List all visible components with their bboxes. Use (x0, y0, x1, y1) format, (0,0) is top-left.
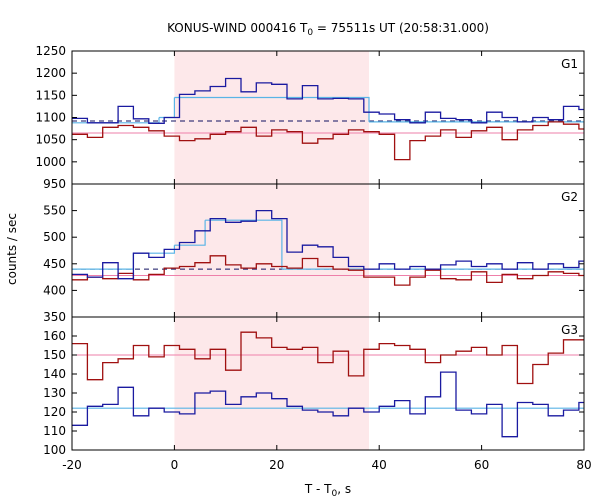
series-blue-histogram (72, 77, 584, 124)
y-tick-label: 450 (43, 257, 66, 271)
shaded-interval (174, 184, 369, 317)
series-blue-histogram (72, 209, 584, 280)
y-tick-label: 400 (43, 283, 66, 297)
y-tick-label: 550 (43, 204, 66, 218)
series-red-histogram (72, 121, 584, 161)
y-tick-label: 1200 (35, 66, 66, 80)
y-tick-label: 130 (43, 386, 66, 400)
x-axis-label: T - T0, s (304, 482, 351, 499)
chart-title: KONUS-WIND 000416 T0 = 75511s UT (20:58:… (167, 21, 489, 38)
y-tick-label: 1250 (35, 44, 66, 58)
y-tick-label: 1100 (35, 111, 66, 125)
x-tick-label: 0 (171, 458, 179, 472)
y-tick-label: 1150 (35, 88, 66, 102)
panel-label: G1 (561, 57, 578, 71)
y-tick-label: 500 (43, 230, 66, 244)
y-tick-label: 950 (43, 177, 66, 191)
panel-g1: 950 1000 1050 1100 1150 1200 1250 G1 (35, 44, 585, 191)
panel-g3: 100 110 120 130 140 150 160 G3 (43, 316, 585, 457)
panel-label: G2 (561, 190, 578, 204)
y-tick-label: 160 (43, 329, 66, 343)
fit-step (174, 96, 370, 122)
y-tick-label: 1050 (35, 133, 66, 147)
x-tick-label: -20 (62, 458, 82, 472)
shaded-interval (174, 317, 369, 450)
panel-frame (71, 316, 585, 451)
x-tick-label: 40 (372, 458, 387, 472)
fit-step (174, 220, 206, 246)
y-axis-label: counts / sec (5, 213, 19, 285)
y-tick-label: 140 (43, 367, 66, 381)
fit-step (159, 97, 175, 119)
fit-step (205, 219, 283, 270)
y-tick-label: 350 (43, 310, 66, 324)
y-tick-label: 150 (43, 348, 66, 362)
series-red-histogram (72, 331, 584, 385)
panel-label: G3 (561, 323, 578, 337)
x-tick-label: 60 (474, 458, 489, 472)
y-tick-label: 120 (43, 405, 66, 419)
x-tick-label: 20 (269, 458, 284, 472)
panel-g2: 350 400 450 500 550 G2 (43, 183, 585, 324)
series-red-histogram (72, 255, 584, 286)
y-tick-label: 1000 (35, 155, 66, 169)
series-blue-histogram (72, 371, 584, 438)
y-tick-label: 100 (43, 443, 66, 457)
y-tick-label: 110 (43, 424, 66, 438)
x-tick-label: 80 (576, 458, 591, 472)
shaded-interval (174, 51, 369, 184)
